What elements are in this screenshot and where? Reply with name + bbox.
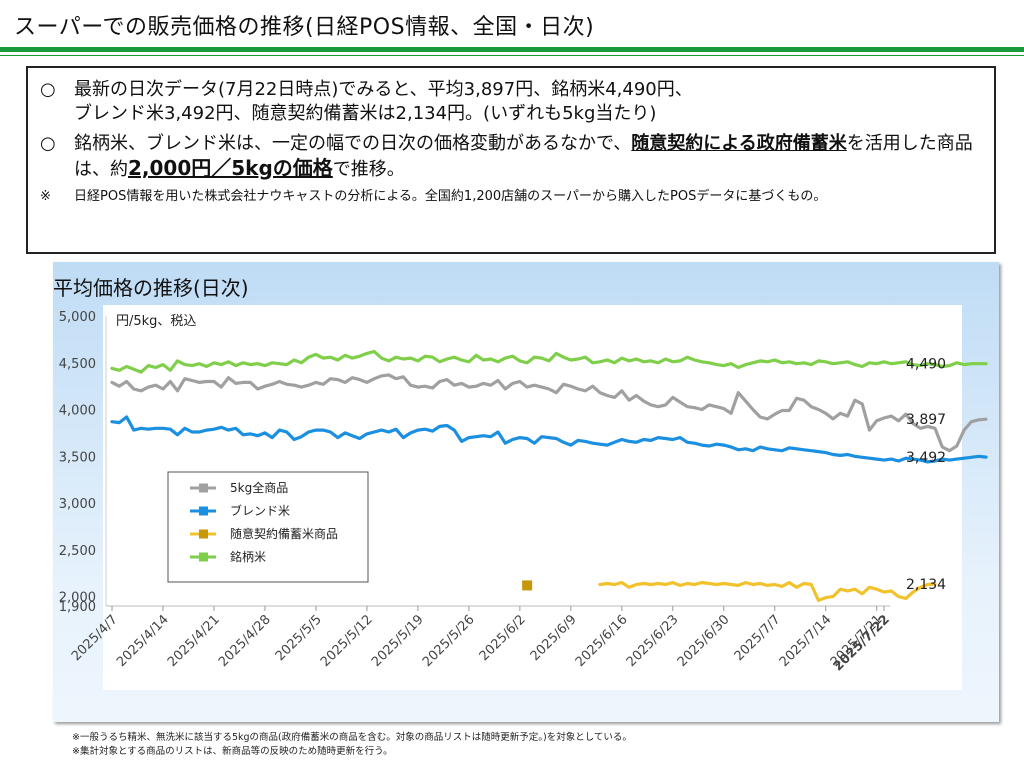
summary-note: ※ 日経POS情報を用いた株式会社ナウキャストの分析による。全国約1,200店舗… bbox=[40, 188, 980, 205]
legend-swatch-marker bbox=[199, 483, 208, 493]
legend-label: 随意契約備蓄米商品 bbox=[230, 526, 338, 541]
series-line-3 bbox=[110, 349, 988, 374]
bullet-2-emphasis-price: 2,000円／5kgの価格 bbox=[128, 156, 333, 180]
y-tick-label: 4,500 bbox=[59, 357, 96, 372]
note-text: 日経POS情報を用いた株式会社ナウキャストの分析による。全国約1,200店舗のス… bbox=[74, 189, 827, 204]
legend-label: 銘柄米 bbox=[230, 549, 266, 564]
legend-swatch-marker bbox=[199, 529, 208, 539]
y-tick-label: 3,000 bbox=[59, 497, 96, 512]
page-title: スーパーでの販売価格の推移(日経POS情報、全国・日次) bbox=[14, 15, 595, 40]
series-end-label-3: 4,490 bbox=[906, 357, 946, 373]
title-underline-thin bbox=[0, 55, 1024, 56]
y-tick-label: 2,500 bbox=[59, 544, 96, 559]
note-mark: ※ bbox=[40, 189, 51, 204]
bullet-2-text: 銘柄米、ブレンド米は、一定の幅での日次の価格変動があるなかで、随意契約による政府… bbox=[74, 132, 980, 182]
series-line-1 bbox=[110, 415, 988, 464]
y-tick-label: 4,000 bbox=[59, 404, 96, 419]
title-underline bbox=[0, 47, 1024, 52]
y-tick-label: 3,500 bbox=[59, 450, 96, 465]
y-tick-label: 5,000 bbox=[59, 310, 96, 325]
bullet-1-text: 最新の日次データ(7月22日時点)でみると、平均3,897円、銘柄米4,490円… bbox=[74, 79, 693, 124]
series-point-2 bbox=[522, 580, 533, 591]
chart-panel-title: 平均価格の推移(日次) bbox=[53, 276, 249, 300]
bullet-2-part-e: で推移。 bbox=[332, 159, 405, 180]
series-line-0 bbox=[110, 373, 988, 453]
y-tick-label: 2,000 bbox=[59, 591, 96, 606]
series-end-label-2: 2,134 bbox=[906, 577, 946, 593]
series-end-label-0: 3,897 bbox=[906, 412, 946, 428]
bullet-mark: ○ bbox=[40, 133, 56, 154]
summary-box: ○ 最新の日次データ(7月22日時点)でみると、平均3,897円、銘柄米4,49… bbox=[26, 66, 996, 254]
bullet-2-part-c: を活用した商品は、約 bbox=[74, 133, 973, 180]
series-line-2 bbox=[598, 580, 937, 603]
summary-bullet-1: ○ 最新の日次データ(7月22日時点)でみると、平均3,897円、銘柄米4,49… bbox=[40, 78, 980, 126]
legend-label: ブレンド米 bbox=[230, 503, 290, 518]
bullet-2-part-a: 銘柄米、ブレンド米は、一定の幅での日次の価格変動があるなかで、 bbox=[74, 133, 632, 154]
bullet-mark: ○ bbox=[40, 79, 56, 100]
y-tick-label: 1,900 bbox=[59, 600, 96, 615]
footnote-2: ※集計対象とする商品のリストは、新商品等の反映のため随時更新を行う。 bbox=[72, 746, 393, 757]
unit-label: 円/5kg、税込 bbox=[116, 314, 196, 329]
summary-bullet-2: ○ 銘柄米、ブレンド米は、一定の幅での日次の価格変動があるなかで、随意契約による… bbox=[40, 132, 980, 182]
bullet-2-emphasis-stockpile: 随意契約による政府備蓄米 bbox=[631, 133, 847, 154]
footnote-1: ※一般うるち精米、無洗米に該当する5kgの商品(政府備蓄米の商品を含む。対象の商… bbox=[72, 732, 632, 743]
legend-swatch-marker bbox=[199, 506, 208, 516]
legend-label: 5kg全商品 bbox=[230, 480, 288, 495]
series-end-label-1: 3,492 bbox=[906, 450, 946, 466]
legend-swatch-marker bbox=[199, 552, 208, 562]
